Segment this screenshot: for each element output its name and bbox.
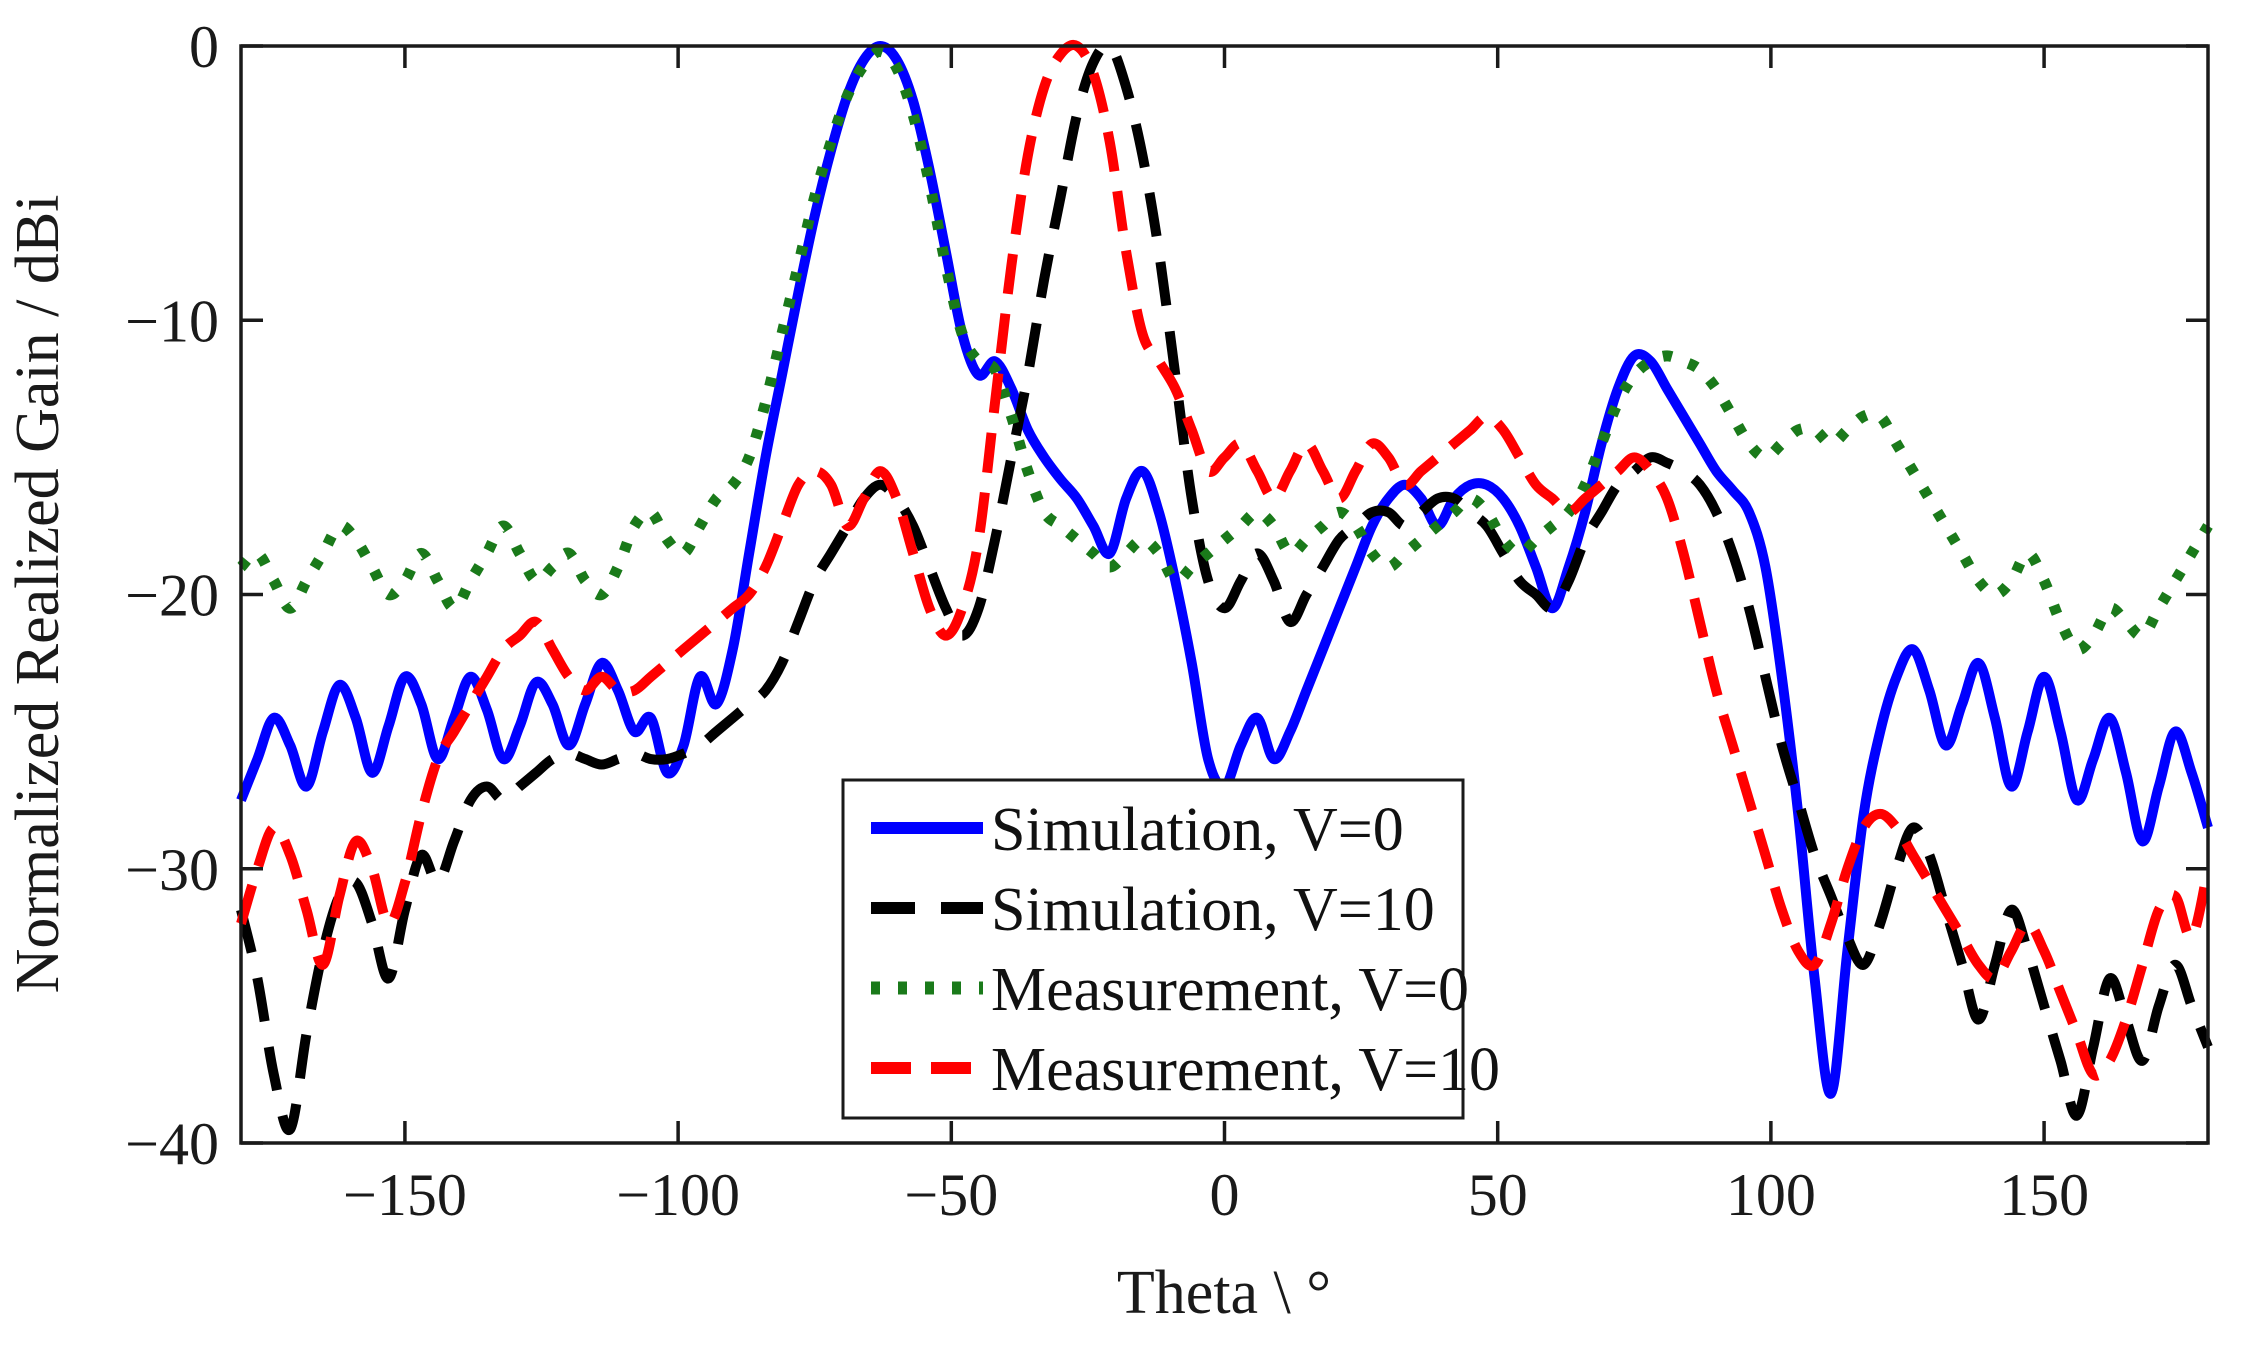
tick-labels-layer: −150 −100 −50 0 50 100 150 0 −10 −20 −30 −40: [125, 14, 2089, 1228]
x-axis-title: Theta \ °: [1117, 1259, 1331, 1327]
x-tick-label-2: −50: [904, 1162, 998, 1228]
legend-box: [841, 778, 1465, 1120]
y-tick-label-4: −40: [125, 1111, 219, 1177]
series-layer: [236, 39, 2213, 1136]
x-tick-label-4: 50: [1468, 1162, 1528, 1228]
legend[interactable]: Simulation, V=0 Simulation, V=10 Measureme…: [841, 778, 1500, 1120]
x-tick-label-1: −100: [616, 1162, 740, 1228]
x-tick-label-5: 100: [1726, 1162, 1816, 1228]
y-tick-label-0: 0: [189, 14, 219, 80]
y-axis-title: Normalized Realized Gain / dBi: [4, 195, 72, 994]
ticks-layer: [241, 44, 2208, 1145]
y-tick-label-1: −10: [125, 288, 219, 354]
series-line-1: [236, 41, 2213, 1099]
legend-label-2: Simulation, V=10: [991, 876, 1435, 944]
x-tick-label-3: 0: [1210, 1162, 1240, 1228]
x-tick-label-6: 150: [1999, 1162, 2089, 1228]
series-line-2: [236, 40, 2213, 1136]
legend-label-3: Measurement, V=0: [991, 956, 1469, 1024]
series-line-4: [236, 39, 2213, 1081]
x-tick-label-0: −150: [343, 1162, 467, 1228]
legend-label-1: Simulation, V=0: [991, 796, 1404, 864]
series-line-3: [237, 45, 2213, 656]
y-tick-label-3: −30: [125, 837, 219, 903]
y-tick-label-2: −20: [125, 563, 219, 629]
legend-label-4: Measurement, V=10: [991, 1036, 1500, 1104]
